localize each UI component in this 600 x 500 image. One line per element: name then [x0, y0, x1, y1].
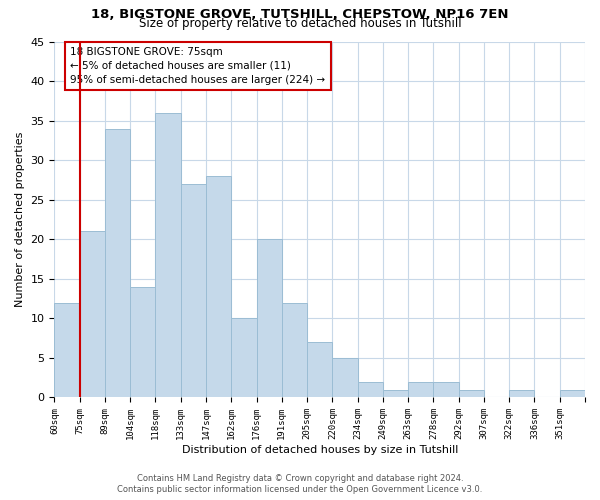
Bar: [408, 382, 433, 398]
Bar: [155, 112, 181, 398]
Text: Size of property relative to detached houses in Tutshill: Size of property relative to detached ho…: [139, 18, 461, 30]
Bar: [181, 184, 206, 398]
X-axis label: Distribution of detached houses by size in Tutshill: Distribution of detached houses by size …: [182, 445, 458, 455]
Bar: [55, 302, 80, 398]
Bar: [560, 390, 585, 398]
Text: Contains HM Land Registry data © Crown copyright and database right 2024.
Contai: Contains HM Land Registry data © Crown c…: [118, 474, 482, 494]
Bar: [509, 390, 535, 398]
Bar: [80, 232, 105, 398]
Y-axis label: Number of detached properties: Number of detached properties: [15, 132, 25, 307]
Text: 18 BIGSTONE GROVE: 75sqm
← 5% of detached houses are smaller (11)
95% of semi-de: 18 BIGSTONE GROVE: 75sqm ← 5% of detache…: [70, 47, 325, 85]
Bar: [105, 128, 130, 398]
Bar: [358, 382, 383, 398]
Bar: [130, 286, 155, 398]
Bar: [433, 382, 458, 398]
Bar: [383, 390, 408, 398]
Bar: [257, 240, 282, 398]
Text: 18, BIGSTONE GROVE, TUTSHILL, CHEPSTOW, NP16 7EN: 18, BIGSTONE GROVE, TUTSHILL, CHEPSTOW, …: [91, 8, 509, 20]
Bar: [307, 342, 332, 398]
Bar: [231, 318, 257, 398]
Bar: [206, 176, 231, 398]
Bar: [458, 390, 484, 398]
Bar: [282, 302, 307, 398]
Bar: [332, 358, 358, 398]
